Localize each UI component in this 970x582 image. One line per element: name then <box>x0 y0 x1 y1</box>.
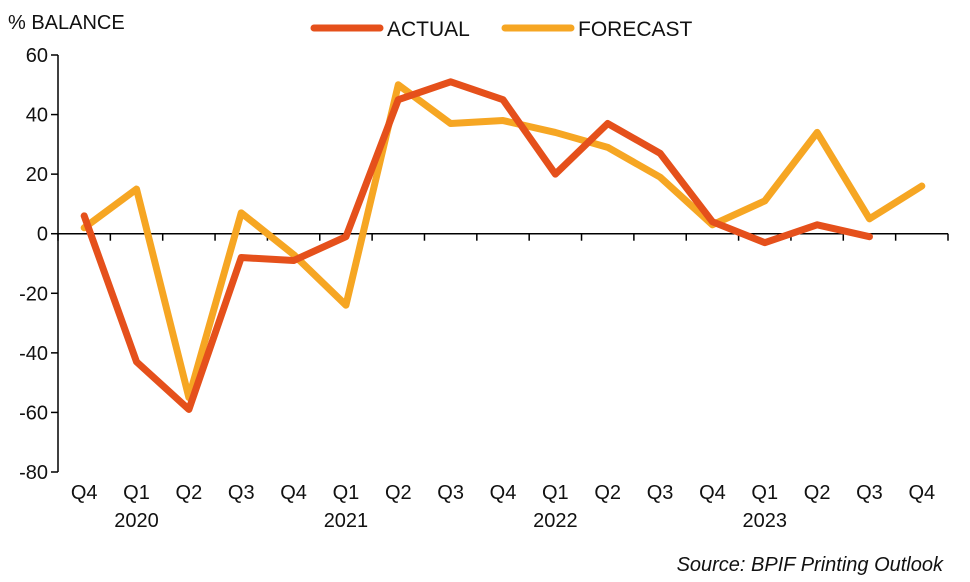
x-year-label: 2023 <box>743 510 788 532</box>
y-tick-label: -40 <box>19 343 48 365</box>
x-tick-label: Q3 <box>437 482 464 504</box>
x-tick-label: Q2 <box>804 482 831 504</box>
x-tick-label: Q4 <box>280 482 307 504</box>
x-year-label: 2021 <box>324 510 369 532</box>
y-tick-label: 60 <box>26 45 48 67</box>
x-tick-label: Q1 <box>542 482 569 504</box>
series-line-forecast <box>80 81 926 402</box>
y-tick-label: 40 <box>26 105 48 127</box>
y-tick-label: -60 <box>19 402 48 424</box>
x-tick-label: Q2 <box>594 482 621 504</box>
x-tick-label: Q1 <box>333 482 360 504</box>
y-tick-label: 0 <box>37 224 48 246</box>
legend: ACTUAL FORECAST <box>310 18 693 41</box>
y-tick-label: -20 <box>19 283 48 305</box>
y-tick-label: -80 <box>19 462 48 484</box>
x-tick-label: Q4 <box>699 482 726 504</box>
y-tick-label: 20 <box>26 164 48 186</box>
series-line-actual <box>80 78 873 413</box>
x-tick-label: Q3 <box>856 482 883 504</box>
x-tick-label: Q4 <box>71 482 98 504</box>
x-tick-label: Q1 <box>123 482 150 504</box>
x-tick-label: Q2 <box>385 482 412 504</box>
y-axis-title: % BALANCE <box>8 12 125 34</box>
x-year-label: 2020 <box>114 510 159 532</box>
series-layer <box>80 78 926 413</box>
x-tick-label: Q1 <box>751 482 778 504</box>
x-tick-label: Q3 <box>647 482 674 504</box>
y-axis-ticks: -80 -60 -40 -20 0 20 40 60 <box>19 45 58 484</box>
source-note: Source: BPIF Printing Outlook <box>677 554 944 576</box>
x-axis-ticks: Q4 Q1 Q2 Q3 Q4 Q1 Q2 Q3 Q4 Q1 Q2 Q3 Q4 Q1 Q2 Q3 Q4 2020 20… <box>57 233 949 532</box>
legend-label-actual: ACTUAL <box>387 18 470 41</box>
legend-label-forecast: FORECAST <box>578 18 693 41</box>
x-tick-label: Q4 <box>490 482 517 504</box>
x-tick-label: Q2 <box>176 482 203 504</box>
x-tick-label: Q3 <box>228 482 255 504</box>
x-year-label: 2022 <box>533 510 578 532</box>
x-tick-label: Q4 <box>908 482 935 504</box>
